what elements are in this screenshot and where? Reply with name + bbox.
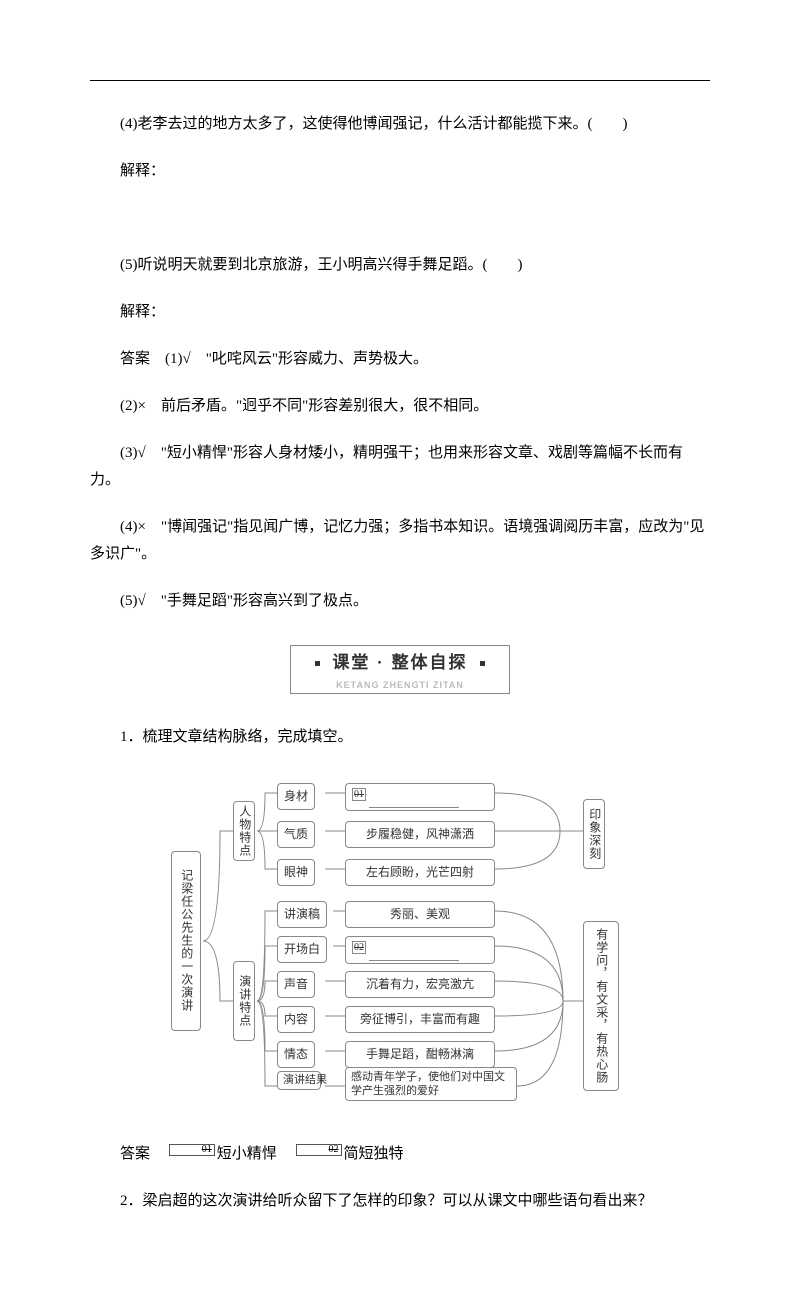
explain-4: 解释：: [90, 158, 710, 185]
diagram-r3-value: 左右顾盼，光芒四射: [345, 859, 495, 887]
task-1: 1．梳理文章结构脉络，完成填空。: [90, 724, 710, 751]
task1-answer-2: 简短独特: [344, 1146, 404, 1162]
diagram-group-2: 演讲特点: [233, 961, 255, 1041]
answer-1: 答案 (1)√ "叱咤风云"形容威力、声势极大。: [90, 346, 710, 373]
answer-3: (3)√ "短小精悍"形容人身材矮小，精明强干；也用来形容文章、戏剧等篇幅不长而…: [90, 440, 710, 494]
diagram-r8-value: 手舞足蹈，酣畅淋漓: [345, 1041, 495, 1069]
blank-02-tag: 02: [352, 941, 366, 954]
task-1-answer: 答案 01短小精悍 02简短独特: [90, 1141, 710, 1168]
diagram-r5-label: 开场白: [277, 936, 327, 964]
task1-answer-1: 短小精悍: [217, 1146, 292, 1162]
diagram-r2-value: 步履稳健，风神潇洒: [345, 821, 495, 849]
banner-pinyin: KETANG ZHENGTI ZITAN: [309, 677, 492, 693]
banner-text-1: 课堂: [332, 653, 370, 672]
diagram-r1-value: 01: [345, 783, 495, 812]
diagram-r3-label: 眼神: [277, 859, 315, 887]
answer-5: (5)√ "手舞足蹈"形容高兴到了极点。: [90, 588, 710, 615]
dot-icon: [480, 661, 485, 666]
answer-tag-01: 01: [169, 1144, 215, 1156]
structure-diagram: 记梁任公先生的一次演讲 人物特点 演讲特点 身材 01 气质 步履稳健，风神潇洒…: [165, 771, 635, 1111]
diagram-r7-label: 内容: [277, 1006, 315, 1034]
question-5: (5)听说明天就要到北京旅游，王小明高兴得手舞足蹈。( ): [90, 252, 710, 279]
section-banner: 课堂 · 整体自探 KETANG ZHENGTI ZITAN: [90, 645, 710, 698]
diagram-r1-label: 身材: [277, 783, 315, 811]
banner-text-2: 整体自探: [392, 653, 468, 672]
answer-tag-02: 02: [296, 1144, 342, 1156]
explain-5: 解释：: [90, 299, 710, 326]
diagram-r4-value: 秀丽、美观: [345, 901, 495, 929]
diagram-right-2: 有学问，有文采，有热心肠: [583, 921, 619, 1091]
diagram-r5-value: 02: [345, 936, 495, 965]
answer-2: (2)× 前后矛盾。"迥乎不同"形容差别很大，很不相同。: [90, 393, 710, 420]
diagram-r9-value: 感动青年学子，使他们对中国文学产生强烈的爱好: [345, 1067, 517, 1102]
diagram-group-1: 人物特点: [233, 801, 255, 861]
task-2: 2．梁启超的这次演讲给听众留下了怎样的印象？可以从课文中哪些语句看出来？: [90, 1188, 710, 1215]
banner-box: 课堂 · 整体自探 KETANG ZHENGTI ZITAN: [290, 645, 511, 694]
blank-01-tag: 01: [352, 788, 366, 801]
question-4: (4)老李去过的地方太多了，这使得他博闻强记，什么活计都能揽下来。( ): [90, 111, 710, 138]
answer-4: (4)× "博闻强记"指见闻广博，记忆力强；多指书本知识。语境强调阅历丰富，应改…: [90, 514, 710, 568]
diagram-r9-label: 演讲结果: [277, 1071, 321, 1090]
diagram-r7-value: 旁征博引，丰富而有趣: [345, 1006, 495, 1034]
diagram-r4-label: 讲演稿: [277, 901, 327, 929]
top-rule: [90, 80, 710, 81]
answer-1-text: (1)√ "叱咤风云"形容威力、声势极大。: [165, 351, 428, 367]
diagram-r6-label: 声音: [277, 971, 315, 999]
diagram-root: 记梁任公先生的一次演讲: [171, 851, 201, 1031]
dot-icon: [315, 661, 320, 666]
page-container: (4)老李去过的地方太多了，这使得他博闻强记，什么活计都能揽下来。( ) 解释：…: [0, 0, 800, 1295]
diagram-r8-label: 情态: [277, 1041, 315, 1069]
diagram-r2-label: 气质: [277, 821, 315, 849]
blank-4: [90, 205, 710, 232]
task1-answer-prefix: 答案: [120, 1146, 165, 1162]
banner-sep: ·: [377, 653, 385, 672]
diagram-right-1: 印象深刻: [583, 799, 605, 869]
answers-label: 答案: [120, 351, 150, 367]
diagram-r6-value: 沉着有力，宏亮激亢: [345, 971, 495, 999]
